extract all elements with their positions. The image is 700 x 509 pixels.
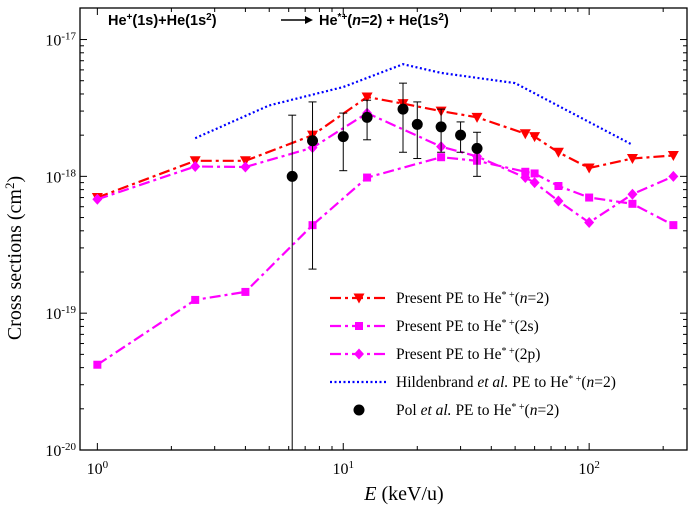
legend: Present PE to He* +(n=2) Present PE to He… — [330, 290, 616, 420]
data-point — [668, 170, 679, 182]
axis-ticks: 100 101 102 10-20 10-19 10-18 10-17 — [45, 8, 687, 478]
series-line — [194, 63, 633, 146]
data-point — [240, 161, 251, 173]
x-tick-label: 101 — [333, 459, 355, 478]
legend-entry-2: Present PE to He* +(2p) — [330, 346, 540, 364]
legend-entry-3: Hildenbrand et al. PE to He* +(n=2) — [330, 374, 616, 392]
x-tick-label: 102 — [578, 459, 600, 478]
data-point — [529, 132, 541, 143]
data-point — [361, 111, 373, 123]
data-point — [397, 103, 409, 115]
chart-title: He+(1s)+He(1s2) — [108, 12, 217, 30]
legend-entry-1: Present PE to He* +(2s) — [330, 318, 539, 336]
data-point — [552, 147, 564, 158]
data-point — [553, 195, 564, 207]
data-point — [554, 182, 563, 191]
y-axis-title: Cross sections (cm2) — [2, 176, 27, 340]
y-tick-label: 10-19 — [45, 304, 76, 323]
y-tick-label: 10-18 — [45, 167, 76, 186]
y-tick-label: 10-20 — [45, 441, 76, 460]
series-4 — [286, 82, 483, 450]
data-point — [627, 188, 638, 200]
legend-entry-4: Pol et al. PE to He* +(n=2) — [353, 402, 559, 420]
data-point — [286, 170, 298, 182]
x-axis-title: E (keV/u) — [363, 483, 443, 505]
data-point — [435, 121, 447, 133]
series-1 — [93, 153, 678, 369]
data-point — [337, 131, 349, 143]
data-point — [307, 135, 319, 147]
legend-entry-0: Present PE to He* +(n=2) — [330, 290, 549, 308]
legend-label: Hildenbrand et al. PE to He* +(n=2) — [396, 374, 616, 392]
data-point — [411, 118, 423, 130]
x-tick-label: 100 — [87, 459, 109, 478]
plot-area-border — [79, 7, 688, 451]
data-point — [519, 129, 531, 140]
data-point — [190, 161, 201, 173]
data-point — [455, 129, 467, 141]
data-point — [583, 163, 595, 174]
data-point — [361, 92, 373, 103]
legend-marker — [354, 348, 364, 360]
data-point — [521, 167, 530, 176]
data-point — [92, 193, 103, 205]
data-point — [584, 216, 595, 228]
reaction-arrow — [281, 16, 313, 24]
data-point — [628, 199, 637, 208]
series-line — [96, 156, 674, 366]
data-point — [363, 173, 372, 182]
series-3 — [194, 63, 633, 146]
plot-frame — [79, 7, 688, 451]
legend-label: Present PE to He* +(n=2) — [396, 290, 549, 308]
legend-marker — [353, 293, 365, 304]
data-point — [437, 153, 446, 162]
data-point — [667, 151, 679, 162]
legend-label: Pol et al. PE to He* +(n=2) — [396, 402, 559, 420]
series-line — [97, 95, 674, 199]
chart-title-product: He*+(n=2) + He(1s2) — [319, 12, 449, 30]
y-tick-label: 10-17 — [45, 31, 76, 50]
data-point — [471, 142, 483, 154]
legend-marker — [355, 322, 363, 330]
data-point — [191, 295, 200, 304]
data-point — [471, 112, 483, 123]
data-point — [241, 287, 250, 296]
data-point — [520, 172, 531, 184]
legend-label: Present PE to He* +(2s) — [396, 318, 539, 336]
data-point — [239, 156, 251, 167]
data-point — [585, 193, 594, 202]
legend-marker — [353, 404, 365, 416]
data-point — [669, 221, 678, 230]
legend-label: Present PE to He* +(2p) — [396, 346, 540, 364]
series-layer — [91, 63, 679, 450]
data-point — [529, 177, 540, 189]
series-0 — [91, 92, 679, 204]
data-point — [93, 360, 102, 369]
data-point — [530, 169, 539, 178]
data-point — [626, 154, 638, 165]
